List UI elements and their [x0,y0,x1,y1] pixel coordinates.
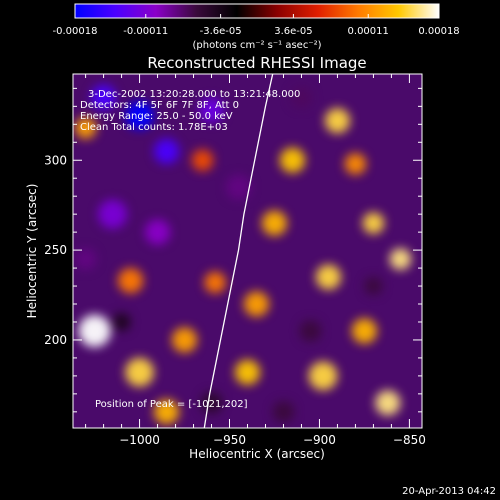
colorbar-ticks: -0.00018 -0.00011 -3.6e-05 3.6e-05 0.00011 0.… [53,14,460,37]
heatmap-dark-blob [364,277,383,296]
heatmap-bright-blob [117,268,144,294]
heatmap-bright-blob [389,248,412,270]
heatmap-dark-blob [112,312,131,331]
heatmap-dark-blob [272,401,295,423]
limb-curve [203,74,274,428]
y-tick-label: 200 [44,333,67,347]
y-tick-label: 250 [44,243,67,257]
heatmap-dark-blob [200,392,223,414]
axis-ticks: −1000 −950 −900 −850 200 250 300 [44,74,426,447]
heatmap-bright-blob [375,390,401,416]
colorbar-bar [74,3,440,19]
heatmap-dark-blob [90,84,117,110]
heatmap-bright-blob [324,108,351,134]
colorbar-tick-label: 0.00011 [348,26,389,37]
plot-area [73,74,422,428]
x-tick-label: −950 [213,433,246,447]
colorbar-tick-label: -0.00011 [123,26,168,37]
y-tick-label: 300 [44,153,67,167]
heatmap-bright-blob [308,361,338,391]
heatmap-dark-blob [98,199,127,229]
heatmap-dark-blob [225,174,252,200]
heatmap-dark-blob [290,86,313,109]
x-tick-label: −1000 [119,433,160,447]
heatmap-dark-blob [299,320,322,342]
heatmap-bright-blob [315,264,342,290]
heatmap-bright-blob [279,147,306,173]
colorbar: -0.00018 -0.00011 -3.6e-05 3.6e-05 0.00011 0.… [53,3,460,51]
heatmap-bright-blob [153,399,180,425]
annotation-energy-range: Energy Range: 25.0 - 50.0 keV [80,111,233,122]
heatmap-dark-blob [74,248,97,270]
colorbar-tick-label: -0.00018 [53,26,98,37]
heatmap-field [74,84,412,425]
heatmap-dark-blob [125,100,154,130]
heatmap-bright-blob [74,117,97,139]
colorbar-unit-label: (photons cm⁻² s⁻¹ asec⁻²) [192,40,321,51]
heatmap-dark-blob [153,138,180,164]
annotation-peak-position: Position of Peak = [-1021,202] [95,399,248,410]
heatmap-bright-blob [362,212,385,234]
heatmap-bright-blob [344,153,367,175]
chart-title: Reconstructed RHESSI Image [147,54,366,72]
footer-timestamp: 20-Apr-2013 04:42 [402,486,496,497]
heatmap-bright-blob [191,149,214,172]
colorbar-tick-label: 3.6e-05 [274,26,312,37]
heatmap-bright-blob [78,314,111,348]
heatmap-bright-blob [261,210,288,236]
heatmap-dark-blob [198,97,225,123]
heatmap-bright-blob [351,318,378,344]
annotation-time-range: 3-Dec-2002 13:20:28.000 to 13:21:48.000 [88,89,300,100]
heatmap-bright-blob [204,271,226,294]
x-axis-label: Heliocentric X (arcsec) [189,447,325,461]
colorbar-tick-label: 0.00018 [418,26,459,37]
heatmap-dark-blob [144,219,171,245]
heatmap-bright-blob [125,357,154,387]
x-tick-label: −900 [303,433,336,447]
colorbar-tick-label: -3.6e-05 [200,26,242,37]
heatmap-bright-blob [171,327,198,353]
x-tick-label: −850 [393,433,426,447]
heatmap-bright-blob [243,291,270,317]
annotation-detectors: Detectors: 4F 5F 6F 7F 8F, Att 0 [80,100,239,111]
heatmap-bright-blob [234,359,261,385]
annotation-clean-counts: Clean Total counts: 1.78E+03 [80,122,228,133]
y-axis-label: Heliocentric Y (arcsec) [25,184,39,319]
annotations: 3-Dec-2002 13:20:28.000 to 13:21:48.000 … [80,89,300,410]
